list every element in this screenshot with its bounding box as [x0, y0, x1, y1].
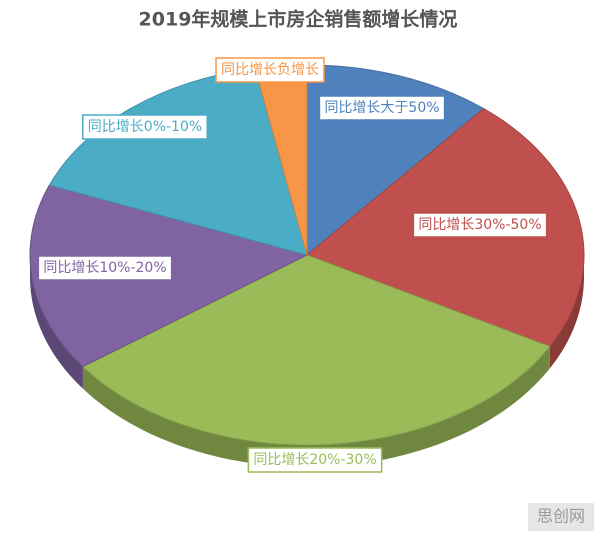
slice-label: 同比增长负增长	[221, 62, 319, 78]
labels: 同比增长大于50% 同比增长30%-50% 同比增长20%-30% 同比增长10%-2…	[37, 57, 548, 473]
pie-side	[30, 255, 584, 468]
slice-label-box	[247, 447, 383, 473]
slice-label: 同比增长10%-20%	[43, 260, 166, 276]
slice-label-box	[215, 57, 325, 83]
slice-label-box	[82, 114, 208, 140]
slice-label: 同比增长30%-50%	[418, 217, 541, 233]
watermark: 思创网	[537, 507, 585, 526]
slice-label-box	[318, 95, 446, 121]
slice-label: 同比增长0%-10%	[88, 119, 202, 135]
chart-title: 2019年规模上市房企销售额增长情况	[139, 8, 458, 31]
slice	[82, 254, 551, 446]
slice-label-box	[37, 255, 173, 281]
slice-side	[549, 255, 584, 369]
slice-label-box	[412, 212, 548, 238]
slice-side	[30, 255, 83, 389]
slice-label: 同比增长20%-30%	[253, 452, 376, 468]
slice-label: 同比增长大于50%	[324, 100, 439, 116]
slice-side	[82, 346, 550, 468]
watermark-bg	[528, 503, 594, 531]
